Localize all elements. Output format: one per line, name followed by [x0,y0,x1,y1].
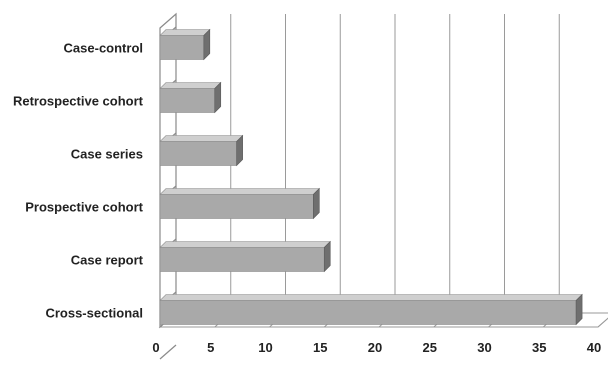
category-label: Case-control [64,41,143,56]
category-label: Cross-sectional [45,306,143,321]
category-label: Case series [71,147,143,162]
bar-front-face [159,194,314,219]
x-tick-label: 35 [532,340,546,355]
x-tick-label: 5 [207,340,214,355]
x-tick-label: 40 [587,340,601,355]
y-axis-wall [159,12,177,329]
x-tick-label: 15 [313,340,327,355]
bar-side-face [214,81,222,114]
x-tick-label: 25 [423,340,437,355]
bar-side-face [312,187,320,220]
bar-front-face [159,300,577,325]
floor-gridline-40 [597,317,608,328]
x-tick-label: 30 [477,340,491,355]
bar-side-face [236,134,243,167]
bar-4 [159,187,321,220]
bar-1 [159,28,211,61]
category-label: Retrospective cohort [13,94,144,109]
chart-gridlines [159,14,608,328]
bar-3 [159,134,244,167]
x-tick-label: 0 [152,340,159,355]
bar-top-face [159,29,211,36]
bar-5 [159,240,331,273]
bar-front-face [159,88,216,113]
bar-side-face [203,28,211,61]
x-tick-label: 10 [258,340,272,355]
bar-side-face [323,240,331,273]
y-axis-tick [159,344,177,360]
bar-top-face [159,241,331,248]
bar-front-face [159,35,205,60]
category-labels: Case-control Retrospective cohort Case ser… [13,41,144,321]
bar-side-face [575,293,583,326]
x-tick-label: 20 [368,340,382,355]
bar-front-face [159,141,237,166]
bar-front-face [159,247,325,272]
category-label: Case report [71,253,144,268]
chart-bars [159,28,583,326]
bar-top-face [159,188,321,195]
category-label: Prospective cohort [25,200,143,215]
bar-top-face [159,82,222,89]
bar-top-face [159,135,244,142]
bar-top-face [159,294,583,301]
bar-2 [159,81,222,114]
bar-6 [159,293,583,326]
x-tick-labels: 0 5 10 15 20 25 30 35 40 [152,340,601,355]
